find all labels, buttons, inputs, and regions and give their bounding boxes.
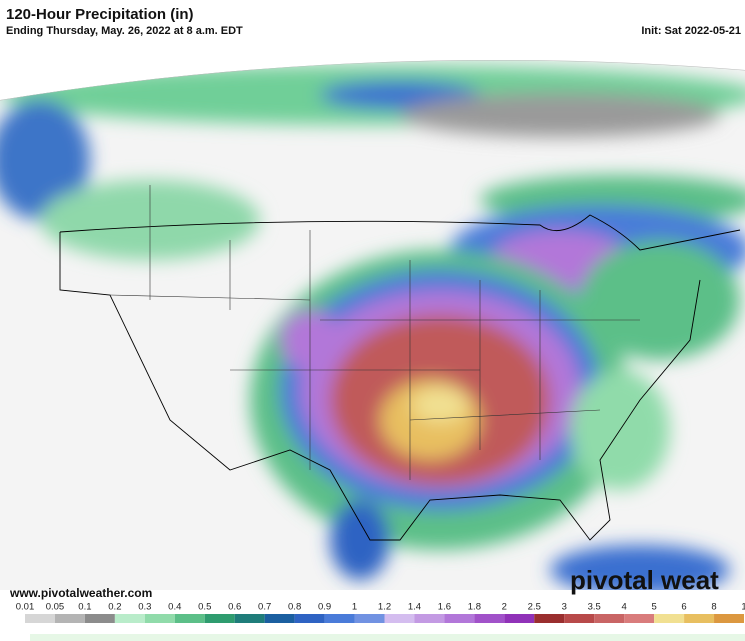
- legend-swatch: [25, 614, 55, 623]
- legend-label: 1.2: [378, 602, 391, 613]
- legend-label: 0.8: [288, 602, 301, 613]
- legend-label: 0.9: [318, 602, 331, 613]
- legend-label: 2.5: [528, 602, 541, 613]
- legend-label: 4: [622, 602, 627, 613]
- legend-label: 3: [562, 602, 567, 613]
- legend-swatch: [144, 614, 175, 623]
- logo: pivotal weat: [570, 565, 719, 595]
- legend-label: 3.5: [588, 602, 601, 613]
- map-title: 120-Hour Precipitation (in): [6, 6, 194, 23]
- source-url: www.pivotalweather.com: [9, 586, 152, 600]
- legend-label: 1: [352, 602, 357, 613]
- legend-swatch: [444, 614, 475, 623]
- legend-swatch: [624, 614, 655, 623]
- legend-label: 1.4: [408, 602, 421, 613]
- legend-swatch: [714, 614, 744, 623]
- legend-swatch: [504, 614, 535, 623]
- legend-swatch: [294, 614, 325, 623]
- legend-label: 0.6: [228, 602, 241, 613]
- legend-swatch: [654, 614, 685, 623]
- legend-swatch: [264, 614, 295, 623]
- legend-swatch: [474, 614, 505, 623]
- legend-label: 0.5: [198, 602, 211, 613]
- precip-field: [0, 60, 745, 590]
- legend-label: 1: [741, 602, 745, 613]
- borders: [0, 60, 745, 541]
- legend-label: 1.8: [468, 602, 481, 613]
- legend-swatch: [534, 614, 565, 623]
- legend-label: 0.4: [168, 602, 181, 613]
- legend-label: 1.6: [438, 602, 451, 613]
- legend-swatch: [684, 614, 715, 623]
- legend-swatch: [354, 614, 385, 623]
- footer-strip: [30, 634, 745, 641]
- legend: 0.01 0.05 0.1 0.2 0.3 0.4 0.5 0.6 0.7 0.8 0.9 1 1.2 1…: [16, 602, 745, 623]
- legend-swatch: [384, 614, 415, 623]
- legend-swatch: [204, 614, 235, 623]
- legend-label: 8: [711, 602, 716, 613]
- legend-label: 0.05: [46, 602, 65, 613]
- map-subtitle: Ending Thursday, May. 26, 2022 at 8 a.m.…: [6, 25, 243, 37]
- legend-label: 0.01: [16, 602, 35, 613]
- legend-swatch: [114, 614, 145, 623]
- legend-swatch: [174, 614, 205, 623]
- legend-label: 5: [651, 602, 656, 613]
- legend-swatch: [564, 614, 595, 623]
- legend-label: 0.3: [138, 602, 151, 613]
- legend-label: 2: [502, 602, 507, 613]
- legend-swatch: [414, 614, 445, 623]
- legend-label: 0.1: [78, 602, 91, 613]
- legend-label: 0.2: [108, 602, 121, 613]
- legend-swatch: [324, 614, 355, 623]
- legend-label: 6: [681, 602, 686, 613]
- legend-swatch: [594, 614, 625, 623]
- legend-swatch: [84, 614, 115, 623]
- legend-swatch: [234, 614, 265, 623]
- legend-label: 0.7: [258, 602, 271, 613]
- init-time: Init: Sat 2022-05-21: [641, 25, 741, 37]
- legend-swatch: [54, 614, 85, 623]
- precip-blobs: [0, 65, 745, 590]
